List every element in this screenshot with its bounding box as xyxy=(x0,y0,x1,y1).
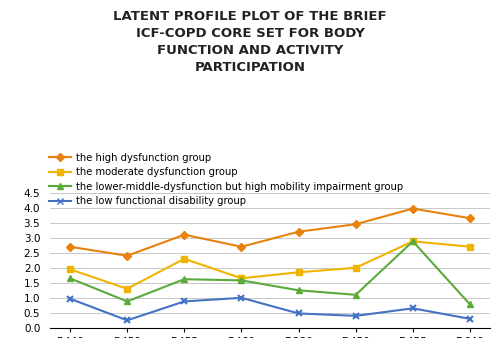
Text: LATENT PROFILE PLOT OF THE BRIEF
ICF-COPD CORE SET FOR BODY
FUNCTION AND ACTIVIT: LATENT PROFILE PLOT OF THE BRIEF ICF-COP… xyxy=(113,10,387,74)
Legend: the high dysfunction group, the moderate dysfunction group, the lower-middle-dys: the high dysfunction group, the moderate… xyxy=(45,149,407,210)
